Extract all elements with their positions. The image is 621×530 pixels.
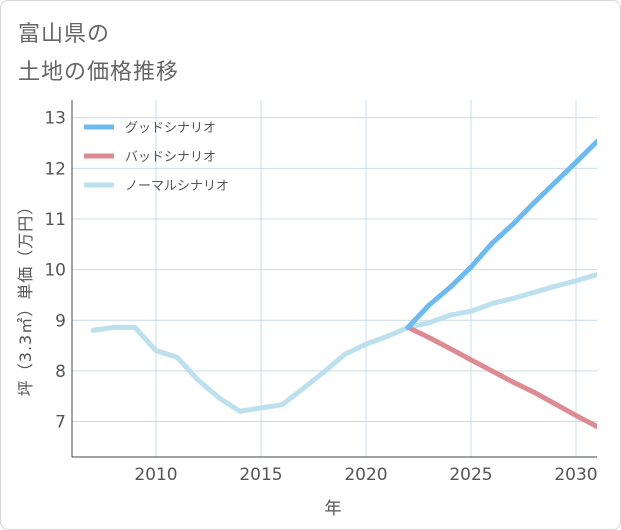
y-axis-label: 坪（3.3㎡）単価（万円） <box>16 198 35 396</box>
legend-label-2: ノーマルシナリオ <box>125 179 229 194</box>
x-tick-label: 2030 <box>554 465 597 485</box>
series-line-1 <box>405 324 597 430</box>
y-tick-label: 10 <box>44 261 66 281</box>
y-tick-label: 11 <box>44 210 66 230</box>
series-lines <box>90 139 597 430</box>
x-tick-label: 2015 <box>239 465 282 485</box>
axes: 7 8 9 10 11 12 13 2010 2015 2020 2025 2030 <box>44 100 598 485</box>
y-tick-label: 13 <box>44 109 66 129</box>
legend-label-1: バッドシナリオ <box>125 150 216 165</box>
history-line <box>90 324 411 414</box>
chart-title-line-2: 土地の価格推移 <box>18 60 180 85</box>
x-tick-label: 2025 <box>449 465 492 485</box>
x-axis-label: 年 <box>325 499 342 519</box>
legend-label-0: グッドシナリオ <box>125 121 216 136</box>
y-tick-label: 9 <box>55 311 66 331</box>
y-tick-label: 12 <box>44 159 66 179</box>
y-tick-label: 8 <box>55 362 66 382</box>
chart-title-line-1: 富山県の <box>18 22 111 47</box>
series-line-0 <box>405 139 597 330</box>
y-tick-label: 7 <box>55 413 66 433</box>
x-tick-label: 2020 <box>344 465 387 485</box>
x-tick-label: 2010 <box>134 465 177 485</box>
series-line-2 <box>405 272 597 330</box>
